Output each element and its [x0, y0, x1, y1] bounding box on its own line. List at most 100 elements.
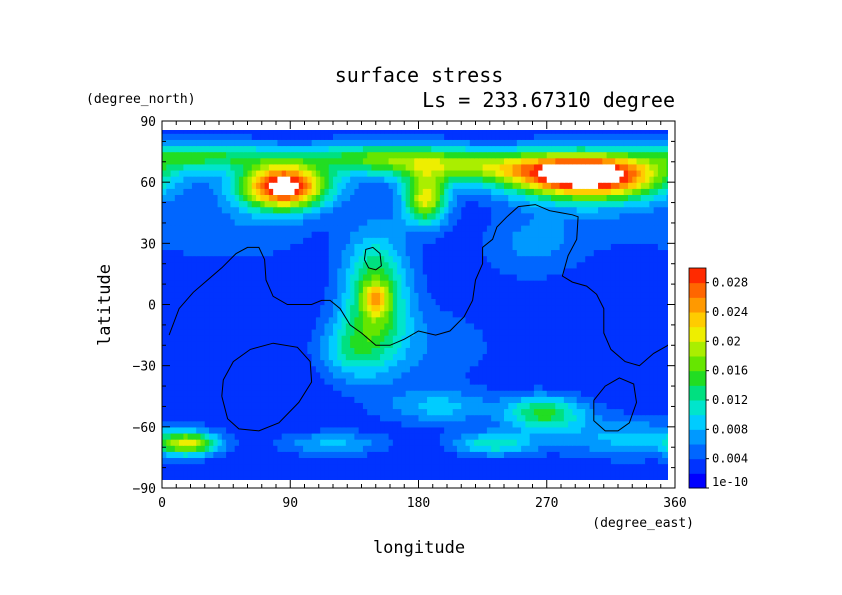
- heatmap-cell: [281, 463, 287, 471]
- heatmap-cell: [243, 255, 249, 263]
- heatmap-cell: [610, 243, 616, 251]
- heatmap-cell: [431, 445, 437, 452]
- heatmap-cell: [371, 231, 377, 238]
- heatmap-cell: [662, 469, 668, 477]
- heatmap-cell: [260, 439, 266, 446]
- heatmap-cell: [495, 451, 501, 459]
- heatmap-cell: [290, 475, 296, 480]
- heatmap-cell: [328, 347, 334, 355]
- heatmap-cell: [666, 243, 668, 251]
- heatmap-cell: [217, 469, 223, 477]
- heatmap-cell: [264, 408, 270, 416]
- heatmap-cell: [303, 280, 308, 287]
- heatmap-cell: [333, 414, 338, 422]
- heatmap-cell: [542, 273, 548, 281]
- heatmap-cell: [371, 384, 377, 391]
- heatmap-cell: [640, 426, 646, 434]
- heatmap-cell: [653, 377, 659, 385]
- heatmap-cell: [247, 396, 253, 403]
- heatmap-cell: [290, 243, 296, 251]
- heatmap-cell: [563, 371, 569, 379]
- heatmap-cell: [281, 273, 287, 281]
- heatmap-cell: [615, 371, 621, 379]
- heatmap-cell: [337, 365, 343, 373]
- heatmap-cell: [409, 377, 415, 385]
- heatmap-cell: [491, 353, 497, 361]
- heatmap-cell: [358, 402, 364, 410]
- heatmap-cell: [333, 420, 338, 428]
- heatmap-cell: [268, 286, 274, 293]
- heatmap-cell: [555, 322, 561, 330]
- heatmap-cell: [251, 280, 257, 287]
- heatmap-cell: [448, 249, 454, 257]
- heatmap-cell: [486, 243, 492, 251]
- heatmap-cell: [619, 420, 625, 428]
- heatmap-cell: [469, 414, 475, 422]
- heatmap-cell: [380, 469, 385, 477]
- heatmap-cell: [221, 286, 227, 293]
- heatmap-cell: [504, 359, 509, 367]
- heatmap-cell: [431, 335, 437, 342]
- heatmap-cell: [333, 292, 338, 299]
- heatmap-cell: [516, 426, 522, 434]
- heatmap-cell: [358, 463, 364, 471]
- heatmap-cell: [606, 432, 612, 440]
- heatmap-cell: [388, 237, 394, 244]
- heatmap-cell: [221, 396, 227, 403]
- heatmap-cell: [516, 237, 522, 244]
- heatmap-cell: [315, 439, 321, 446]
- heatmap-cell: [290, 310, 296, 318]
- heatmap-cell: [627, 255, 633, 263]
- heatmap-cell: [461, 451, 467, 459]
- heatmap-cell: [328, 365, 334, 373]
- heatmap-cell: [619, 237, 625, 244]
- heatmap-cell: [439, 341, 445, 348]
- heatmap-cell: [324, 469, 330, 477]
- heatmap-cell: [392, 304, 398, 312]
- heatmap-cell: [345, 237, 351, 244]
- heatmap-cell: [615, 420, 621, 428]
- heatmap-cell: [516, 432, 522, 440]
- heatmap-cell: [196, 457, 202, 465]
- heatmap-cell: [367, 328, 373, 336]
- heatmap-cell: [268, 261, 274, 269]
- heatmap-cell: [461, 280, 467, 287]
- heatmap-cell: [196, 439, 202, 446]
- heatmap-cell: [602, 286, 608, 293]
- heatmap-cell: [521, 341, 526, 348]
- heatmap-cell: [187, 280, 193, 287]
- heatmap-cell: [397, 457, 402, 465]
- heatmap-cell: [482, 439, 488, 446]
- heatmap-cell: [183, 475, 189, 480]
- heatmap-cell: [281, 292, 287, 299]
- heatmap-cell: [277, 255, 283, 263]
- heatmap-cell: [204, 463, 210, 471]
- heatmap-cell: [598, 261, 603, 269]
- heatmap-cell: [529, 371, 535, 379]
- heatmap-cell: [542, 475, 548, 480]
- heatmap-cell: [315, 408, 321, 416]
- heatmap-cell: [333, 384, 338, 391]
- heatmap-cell: [469, 237, 475, 244]
- heatmap-cell: [525, 396, 531, 403]
- heatmap-cell: [328, 255, 334, 263]
- heatmap-cell: [362, 353, 368, 361]
- heatmap-cell: [226, 469, 232, 477]
- heatmap-cell: [196, 243, 202, 251]
- heatmap-cell: [226, 445, 232, 452]
- heatmap-cell: [281, 408, 287, 416]
- heatmap-cell: [264, 457, 270, 465]
- heatmap-cell: [427, 261, 432, 269]
- heatmap-cell: [217, 396, 223, 403]
- heatmap-cell: [623, 322, 629, 330]
- heatmap-cell: [452, 286, 458, 293]
- heatmap-cell: [623, 267, 629, 275]
- heatmap-cell: [495, 408, 501, 416]
- heatmap-cell: [422, 243, 428, 251]
- heatmap-cell: [354, 292, 360, 299]
- heatmap-cell: [636, 402, 642, 410]
- heatmap-cell: [427, 420, 432, 428]
- heatmap-cell: [512, 237, 518, 244]
- heatmap-cell: [469, 402, 475, 410]
- heatmap-cell: [589, 414, 595, 422]
